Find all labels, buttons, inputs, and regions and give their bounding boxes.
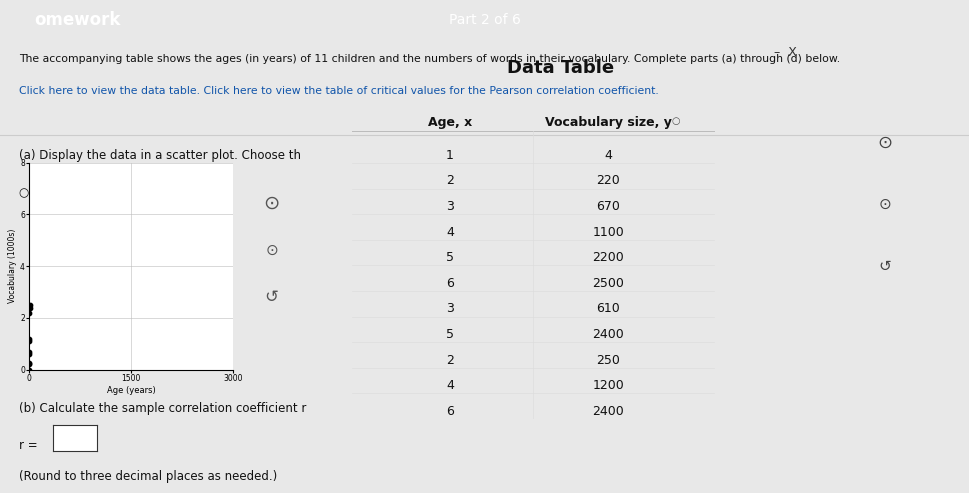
Text: ○: ○: [671, 115, 679, 126]
Text: 220: 220: [596, 175, 619, 187]
Text: 670: 670: [596, 200, 619, 213]
Text: ↺: ↺: [878, 259, 891, 274]
Point: [21, 304, 37, 312]
Point: [21, 337, 37, 345]
Text: ⊙: ⊙: [878, 197, 891, 212]
Text: (a) Display the data in a scatter plot. Choose th: (a) Display the data in a scatter plot. …: [19, 149, 301, 162]
Text: 6: 6: [446, 277, 453, 290]
Text: 1200: 1200: [592, 379, 623, 392]
Text: 6: 6: [446, 405, 453, 418]
Text: (Round to three decimal places as needed.): (Round to three decimal places as needed…: [19, 470, 277, 483]
Text: 610: 610: [596, 303, 619, 316]
Text: –  X: – X: [773, 46, 797, 60]
Point: [21, 350, 37, 358]
Point: [21, 301, 37, 309]
Text: omework: omework: [34, 11, 120, 29]
Text: ○ A.: ○ A.: [19, 185, 45, 198]
Text: 4: 4: [446, 226, 453, 239]
Text: Vocabulary size, y: Vocabulary size, y: [545, 115, 671, 129]
Point: [21, 366, 37, 374]
Text: 2: 2: [446, 175, 453, 187]
Text: ⊙: ⊙: [877, 134, 891, 152]
Point: [21, 335, 37, 343]
Text: 5: 5: [446, 328, 453, 341]
Text: Click here to view the data table. Click here to view the table of critical valu: Click here to view the data table. Click…: [19, 86, 659, 96]
Point: [21, 304, 37, 312]
Text: 4: 4: [446, 379, 453, 392]
Text: 1: 1: [446, 149, 453, 162]
Text: 3: 3: [446, 303, 453, 316]
Y-axis label: Vocabulary (1000s): Vocabulary (1000s): [9, 229, 17, 303]
Text: r =: r =: [19, 439, 38, 452]
Point: [21, 360, 37, 368]
Text: ⊙: ⊙: [265, 243, 278, 258]
Text: 2400: 2400: [592, 328, 623, 341]
Text: 5: 5: [446, 251, 453, 264]
Text: 4: 4: [604, 149, 611, 162]
Text: ↺: ↺: [265, 288, 278, 306]
Text: 2: 2: [446, 353, 453, 367]
Text: 1100: 1100: [592, 226, 623, 239]
Point: [21, 359, 37, 367]
Point: [21, 349, 37, 356]
Text: Data Table: Data Table: [506, 59, 613, 77]
Text: 2500: 2500: [592, 277, 623, 290]
Text: Age, x: Age, x: [427, 115, 472, 129]
Text: (b) Calculate the sample correlation coefficient r: (b) Calculate the sample correlation coe…: [19, 402, 306, 416]
Text: ⊙: ⊙: [264, 194, 279, 213]
X-axis label: Age (years): Age (years): [107, 386, 155, 395]
Text: 250: 250: [596, 353, 619, 367]
Text: 2200: 2200: [592, 251, 623, 264]
Text: 3: 3: [446, 200, 453, 213]
Text: 2400: 2400: [592, 405, 623, 418]
Text: The accompanying table shows the ages (in years) of 11 children and the numbers : The accompanying table shows the ages (i…: [19, 54, 840, 64]
Point: [21, 309, 37, 317]
Text: Part 2 of 6: Part 2 of 6: [449, 13, 520, 27]
